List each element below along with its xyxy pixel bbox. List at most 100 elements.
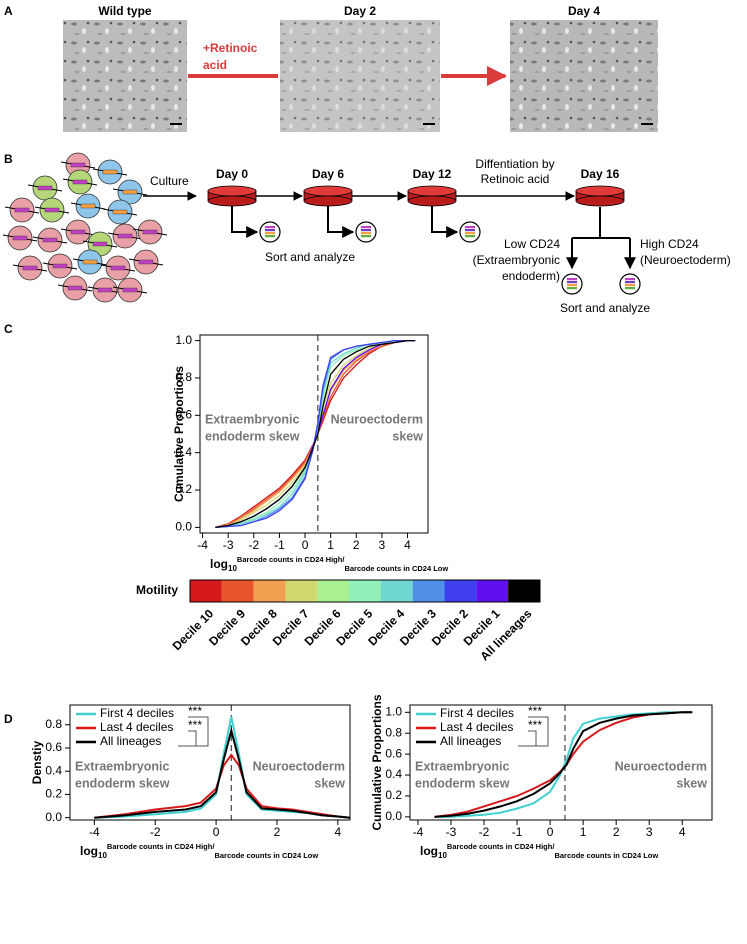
legend-label: All lineages — [440, 734, 501, 748]
dishes — [207, 185, 641, 295]
x-tick-label: -1 — [274, 538, 285, 552]
significance-bracket — [178, 730, 197, 747]
micrograph-texture — [510, 20, 658, 132]
x-tick-label: -4 — [89, 825, 100, 839]
skew-annotation: Neuroectoderm — [331, 412, 423, 426]
barcode — [265, 229, 275, 232]
low-label: Low CD24 — [504, 237, 560, 251]
barcode — [625, 278, 635, 281]
day-label: Day 12 — [413, 167, 452, 181]
barcode — [567, 287, 577, 290]
series-line — [434, 711, 693, 818]
barcode — [52, 263, 68, 269]
barcode — [122, 189, 138, 195]
x-axis-label-part: 10 — [98, 851, 107, 860]
image-title: Day 4 — [568, 4, 600, 18]
x-tick-label: 3 — [379, 538, 386, 552]
colorbar-cell — [317, 580, 350, 602]
significance: *** — [188, 718, 202, 732]
plot-frame — [199, 334, 429, 534]
y-tick-label: 0.2 — [45, 787, 62, 801]
barcode — [44, 207, 60, 213]
x-axis-label-part: log — [80, 844, 98, 858]
barcode — [361, 229, 371, 232]
barcode — [42, 237, 58, 243]
barcode — [361, 232, 371, 235]
image-title: Day 2 — [344, 4, 376, 18]
dish-bottom — [207, 195, 257, 207]
barcode — [67, 285, 83, 291]
treatment-label: acid — [203, 58, 227, 72]
barcode — [92, 241, 108, 247]
legend-label: All lineages — [100, 734, 161, 748]
day-label: Day 0 — [216, 167, 248, 181]
colorbar-cell — [476, 580, 509, 602]
x-tick-label: -2 — [150, 825, 161, 839]
x-tick-label: -4 — [413, 825, 424, 839]
x-tick-label: -2 — [479, 825, 490, 839]
x-tick-label: 4 — [334, 825, 341, 839]
barcode — [97, 287, 113, 293]
plot-frame — [409, 704, 713, 821]
legend-label: First 4 deciles — [100, 706, 174, 720]
barcode — [72, 179, 88, 185]
panel-letter: D — [4, 712, 13, 726]
x-axis-label-part: Barcode counts in CD24 High/ — [107, 842, 215, 851]
sort-label: Sort and analyze — [265, 250, 355, 264]
dish-bottom — [303, 195, 353, 207]
x-axis-label-part: log — [210, 557, 228, 571]
dish-top — [303, 185, 353, 197]
differentiation-label: Retinoic acid — [481, 172, 550, 186]
barcode — [80, 203, 96, 209]
colorbar-cell — [253, 580, 286, 602]
y-tick-label: 0.8 — [175, 370, 192, 384]
series-line — [215, 339, 416, 529]
y-tick-label: 0.6 — [45, 740, 62, 754]
y-axis-label: Cumulative Proportions — [370, 694, 384, 830]
x-tick-label: -1 — [512, 825, 523, 839]
skew-annotation: Extraembryonic — [75, 759, 170, 773]
barcode — [117, 233, 133, 239]
barcode — [567, 281, 577, 284]
legend-label: Last 4 deciles — [440, 720, 513, 734]
x-tick-label: 2 — [613, 825, 620, 839]
y-axis-label: Denstiy — [30, 741, 44, 785]
y-tick-label: 0.0 — [175, 520, 192, 534]
micrograph-texture — [63, 20, 187, 132]
barcode — [142, 229, 158, 235]
plot-frame — [69, 704, 351, 821]
x-tick-label: 1 — [580, 825, 587, 839]
x-tick-label: 4 — [679, 825, 686, 839]
panel-letter: B — [4, 152, 13, 166]
differentiation-label: Diffentiation by — [475, 157, 554, 171]
significance-bracket — [518, 730, 537, 747]
y-tick-label: 0.2 — [175, 482, 192, 496]
y-tick-label: 0.0 — [45, 810, 62, 824]
x-axis-label-part: Barcode counts in CD24 Low — [214, 851, 318, 860]
low-label: endoderm) — [502, 269, 560, 283]
x-axis-label: log10Barcode counts in CD24 High/Barcode… — [420, 842, 658, 860]
x-tick-label: -4 — [197, 538, 208, 552]
x-axis-label-part: Barcode counts in CD24 Low — [344, 564, 448, 573]
barcode — [112, 209, 128, 215]
barcode — [70, 162, 86, 168]
barcode — [138, 259, 154, 265]
x-axis-label: log10Barcode counts in CD24 High/Barcode… — [210, 555, 448, 573]
skew-annotation: endoderm skew — [415, 776, 510, 790]
legend-title: Motility — [136, 583, 178, 597]
y-tick-label: 0.4 — [175, 445, 192, 459]
barcode — [567, 278, 577, 281]
barcode — [361, 226, 371, 229]
barcode — [265, 235, 275, 238]
y-tick-label: 0.0 — [385, 809, 402, 823]
y-tick-label: 1.0 — [175, 333, 192, 347]
arrow — [327, 206, 355, 238]
dish-top — [407, 185, 457, 197]
x-tick-label: 0 — [547, 825, 554, 839]
culture-label: Culture — [150, 174, 189, 188]
significance: *** — [528, 718, 542, 732]
dish-bottom — [575, 195, 625, 207]
series-line — [94, 726, 351, 819]
x-tick-label: -3 — [446, 825, 457, 839]
